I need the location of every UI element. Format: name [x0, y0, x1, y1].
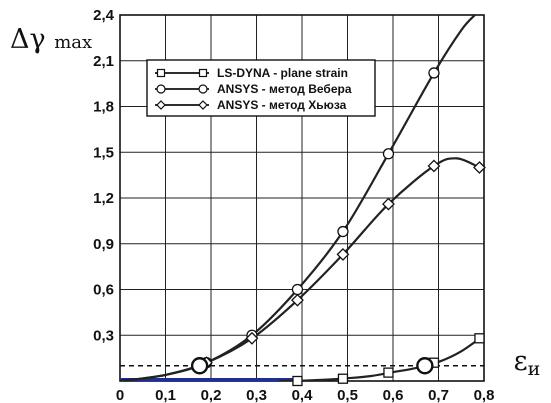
y-tick-label: 0,3	[93, 327, 114, 344]
legend-swatch-marker	[198, 68, 208, 78]
y-tick-label: 1,2	[93, 190, 114, 207]
y-tick-label: 2,4	[93, 7, 115, 24]
y-tick-label: 1,5	[93, 144, 114, 161]
x-tick-label: 0,7	[428, 387, 449, 403]
series-3-point-7	[473, 161, 486, 174]
legend: LS-DYNA - plane strain ANSYS - метод Вебе…	[146, 59, 376, 117]
legend-swatch-marker	[198, 84, 208, 94]
y-axis-title-subscript: max	[54, 32, 92, 53]
x-tick-label: 0,4	[292, 387, 314, 403]
series-3-point-6	[427, 159, 441, 173]
series-3-point-4	[336, 248, 350, 261]
series-3-point-2	[245, 331, 259, 345]
y-tick-label: 0,9	[93, 236, 114, 253]
x-axis-title: εи	[514, 346, 541, 380]
legend-box	[146, 59, 376, 117]
series-3-point-3	[291, 293, 304, 307]
y-tick-label: 2,1	[93, 53, 114, 70]
legend-label: ANSYS - метод Хьюза	[217, 98, 347, 112]
series-1-point-3	[383, 367, 394, 378]
series-1-point-2	[337, 373, 349, 384]
series-line-1	[279, 334, 484, 381]
series-2-point-4	[337, 225, 349, 238]
series-1-point-5	[474, 333, 485, 344]
legend-swatch-marker	[156, 68, 166, 78]
legend-label: ANSYS - метод Вебера	[217, 82, 352, 96]
legend-swatch-marker	[198, 100, 208, 110]
series-1-point-1	[292, 375, 303, 387]
highlight-point-2	[416, 357, 434, 375]
highlight-point-1	[190, 357, 209, 375]
x-tick-label: 0	[116, 387, 124, 403]
x-tick-label: 0,8	[474, 387, 495, 403]
x-tick-label: 0,6	[383, 387, 404, 403]
series-2-point-5	[382, 148, 395, 160]
tick-labels: 0 0,1 0,2 0,3 0,4 0,5 0,6 0,7 0,8 0,3 0,6 0,9 1,2 1,5…	[93, 7, 494, 403]
legend-label: LS-DYNA - plane strain	[217, 66, 348, 80]
legend-swatch-marker	[156, 100, 166, 110]
series-2-point-3	[291, 283, 304, 296]
series-line-3	[120, 157, 480, 381]
marker-layer	[190, 67, 486, 387]
y-axis-title: Δγ max	[10, 24, 92, 55]
series-layer	[120, 15, 484, 381]
x-tick-label: 0,2	[201, 387, 222, 403]
x-tick-label: 0,5	[337, 387, 358, 403]
x-tick-label: 0,1	[155, 387, 176, 403]
x-axis-title-subscript: и	[528, 358, 541, 380]
legend-swatch-marker	[156, 84, 166, 94]
series-3-point-5	[382, 197, 395, 211]
x-tick-label: 0,3	[246, 387, 267, 403]
y-tick-label: 0,6	[93, 282, 114, 299]
y-tick-label: 1,8	[93, 99, 114, 116]
series-2-point-6	[428, 67, 440, 79]
